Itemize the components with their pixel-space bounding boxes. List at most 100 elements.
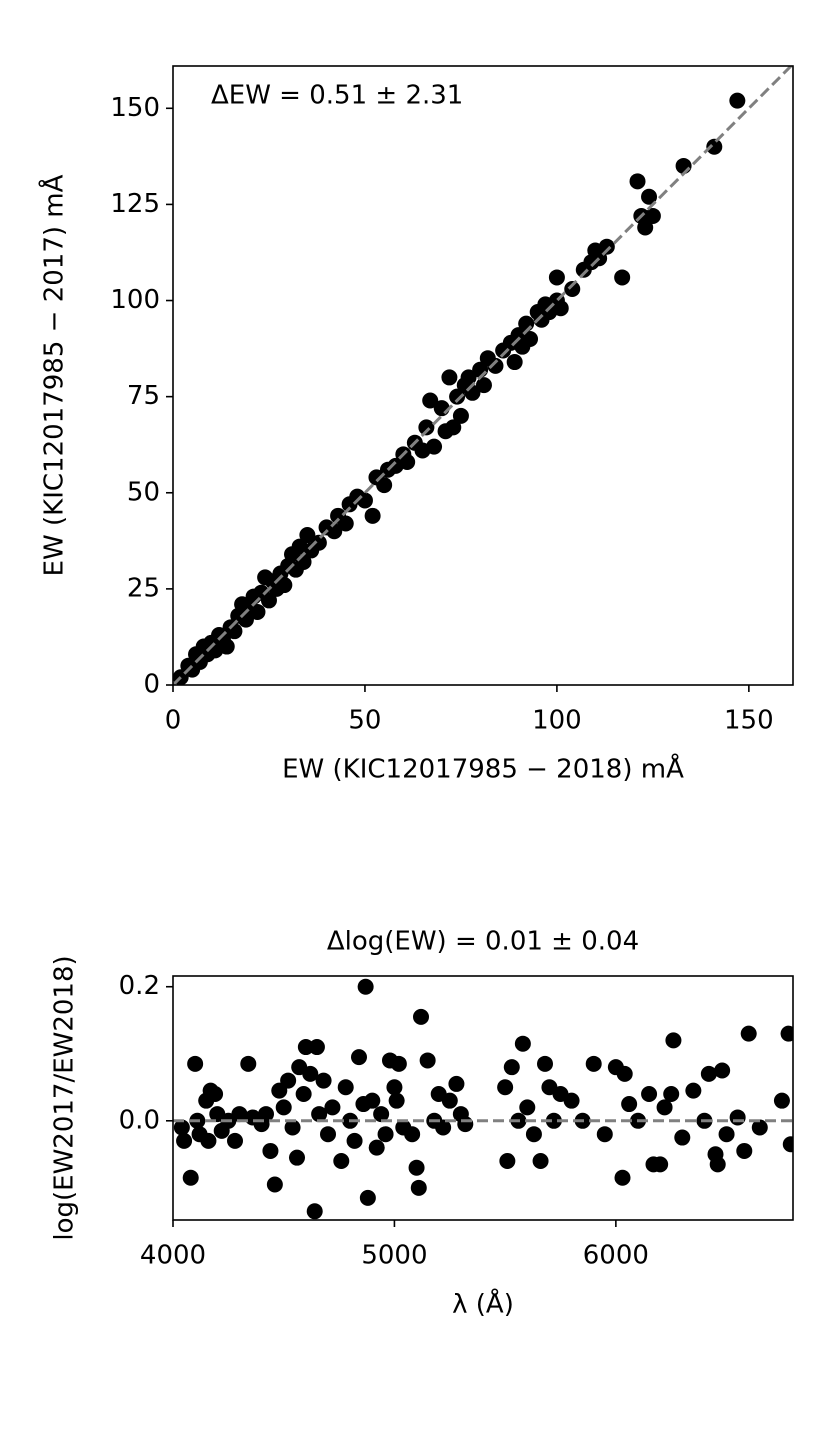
point xyxy=(333,1153,350,1170)
x-tick-label: 5000 xyxy=(361,1241,427,1271)
point xyxy=(614,1169,631,1186)
point xyxy=(357,978,374,995)
y-tick-label: 25 xyxy=(127,573,160,603)
point xyxy=(422,392,439,409)
point xyxy=(514,1035,531,1052)
point xyxy=(663,1085,680,1102)
point xyxy=(448,1075,465,1092)
point xyxy=(408,1159,425,1176)
point xyxy=(426,438,443,455)
point xyxy=(729,92,746,109)
point xyxy=(173,1119,190,1136)
point xyxy=(596,1126,613,1143)
point xyxy=(207,1085,224,1102)
y-tick-label: 0.2 xyxy=(119,971,160,1001)
point xyxy=(545,1112,562,1129)
annotation: ΔEW = 0.51 ± 2.31 xyxy=(211,81,463,111)
point xyxy=(709,1156,726,1173)
point xyxy=(231,1106,248,1123)
point xyxy=(585,1055,602,1072)
point xyxy=(441,1092,458,1109)
point xyxy=(266,1176,283,1193)
point xyxy=(449,388,466,405)
point xyxy=(460,369,477,386)
point xyxy=(780,1025,793,1042)
point xyxy=(552,300,569,317)
y-tick-label: 0 xyxy=(143,670,160,700)
point xyxy=(311,1106,328,1123)
point xyxy=(563,1092,580,1109)
point xyxy=(641,188,658,205)
y-tick-label: 100 xyxy=(110,285,160,315)
point xyxy=(299,527,316,544)
point xyxy=(364,507,381,524)
point xyxy=(641,1085,658,1102)
point xyxy=(302,1065,319,1082)
point xyxy=(644,207,661,224)
point xyxy=(377,1126,394,1143)
x-tick-label: 150 xyxy=(724,706,774,736)
point xyxy=(324,1099,341,1116)
point xyxy=(227,1132,243,1149)
x-tick-label: 100 xyxy=(532,706,582,736)
point xyxy=(249,603,266,620)
point xyxy=(506,354,523,371)
point xyxy=(685,1082,702,1099)
point xyxy=(773,1092,790,1109)
plot-area xyxy=(173,978,793,1220)
y-tick-label: 125 xyxy=(110,189,160,219)
point xyxy=(665,1032,682,1049)
x-tick-label: 50 xyxy=(348,706,381,736)
point xyxy=(714,1062,731,1079)
point xyxy=(368,1139,385,1156)
point xyxy=(475,377,492,394)
point xyxy=(315,1072,332,1089)
point xyxy=(629,173,646,190)
point xyxy=(457,1116,474,1133)
point xyxy=(258,1106,274,1123)
point xyxy=(308,1039,325,1056)
point xyxy=(548,269,565,286)
point xyxy=(386,1079,403,1096)
y-axis-label: EW (KIC12017985 − 2017) mÅ xyxy=(38,174,70,576)
point xyxy=(337,1079,354,1096)
point xyxy=(497,1079,514,1096)
point xyxy=(499,1153,516,1170)
axes-frame xyxy=(172,65,794,686)
point xyxy=(532,1153,549,1170)
point xyxy=(359,1189,376,1206)
y-axis-label: log(EW2017/EW2018) xyxy=(50,955,80,1240)
point xyxy=(351,1049,367,1066)
y-tick-label: 150 xyxy=(110,93,160,123)
point xyxy=(297,1039,314,1056)
point xyxy=(621,1096,638,1113)
point xyxy=(729,1109,746,1126)
plot-area xyxy=(173,66,793,685)
axes-frame xyxy=(172,975,794,1221)
point xyxy=(445,419,462,436)
point xyxy=(218,638,235,655)
x-tick-label: 4000 xyxy=(140,1241,206,1271)
point xyxy=(364,1092,381,1109)
point xyxy=(616,1065,633,1082)
point xyxy=(320,1126,336,1143)
point xyxy=(289,1149,305,1166)
point xyxy=(782,1136,793,1153)
point xyxy=(399,454,416,471)
point xyxy=(652,1156,669,1173)
reference-line xyxy=(173,66,793,685)
point xyxy=(564,280,581,297)
subplot-title: Δlog(EW) = 0.01 ± 0.04 xyxy=(327,927,639,957)
point xyxy=(337,515,354,532)
point xyxy=(419,1052,436,1069)
point xyxy=(176,1132,193,1149)
point xyxy=(260,592,277,609)
point xyxy=(306,1203,323,1220)
point xyxy=(674,1129,691,1146)
y-tick-label: 0.0 xyxy=(119,1105,160,1135)
x-tick-label: 6000 xyxy=(583,1241,649,1271)
x-axis-label: EW (KIC12017985 − 2018) mÅ xyxy=(282,753,684,785)
y-tick-label: 75 xyxy=(127,381,160,411)
point xyxy=(182,1169,199,1186)
